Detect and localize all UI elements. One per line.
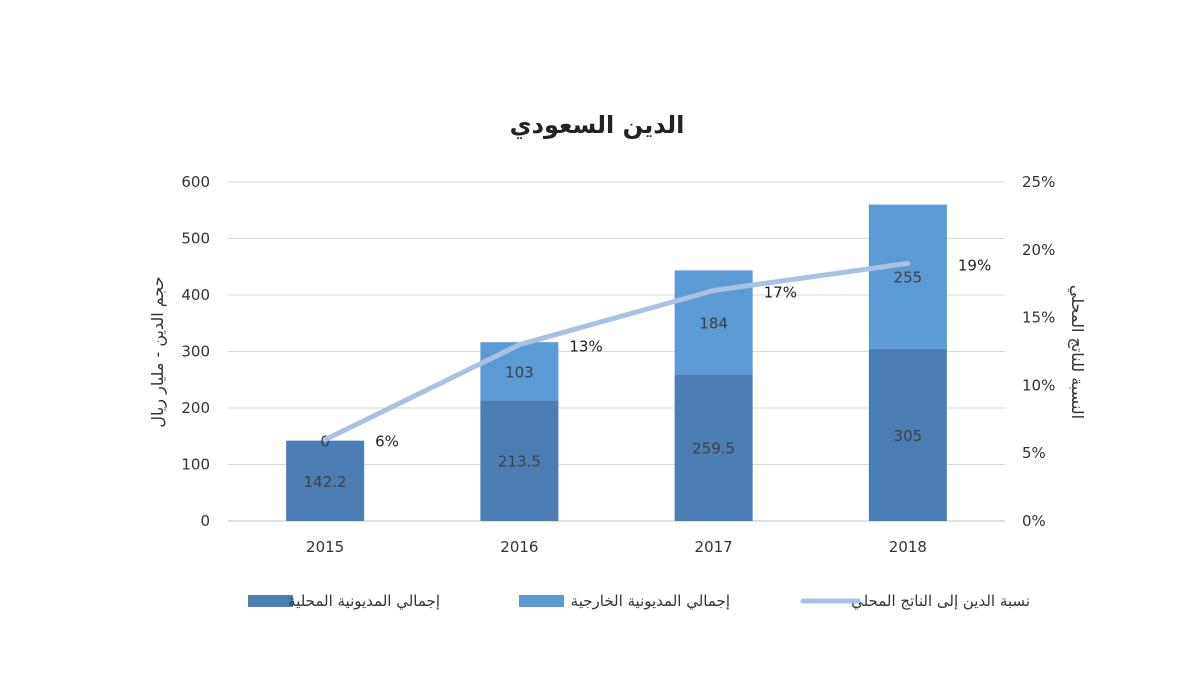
y-tick-label: 200 — [181, 399, 210, 417]
line-point — [907, 262, 909, 264]
bar-value-label: 184 — [699, 314, 728, 332]
y2-tick-label: 20% — [1022, 241, 1055, 259]
y2-tick-label: 5% — [1022, 444, 1046, 462]
bar-domestic-debt — [674, 374, 753, 521]
bar-domestic-debt — [480, 400, 559, 521]
legend-swatch — [519, 595, 564, 607]
bar-domestic-debt — [868, 348, 947, 521]
bar-external-debt — [868, 204, 947, 349]
line-point — [324, 439, 326, 441]
y-tick-label: 400 — [181, 286, 210, 304]
line-debt-to-gdp — [322, 260, 911, 443]
y-tick-label: 0 — [200, 512, 210, 530]
y-axis-title: حجم الدين - مليار ريال — [148, 276, 168, 427]
x-tick-label: 2016 — [500, 538, 538, 556]
line-value-label: 13% — [569, 338, 602, 356]
bar-value-label: 305 — [894, 427, 923, 445]
bar-value-label: 255 — [894, 269, 923, 287]
y-tick-label: 300 — [181, 343, 210, 361]
line-value-label: 19% — [958, 256, 991, 274]
line-value-label: 17% — [764, 283, 797, 301]
line-point — [713, 289, 715, 291]
x-tick-label: 2018 — [889, 538, 927, 556]
y2-tick-label: 15% — [1022, 309, 1055, 327]
legend-label: نسبة الدين إلى الناتج المحلي — [851, 592, 1030, 611]
bar-value-label: 213.5 — [498, 453, 541, 471]
y2-tick-label: 10% — [1022, 376, 1055, 394]
legend-label: إجمالي المديونية المحلية — [288, 592, 440, 611]
y-tick-label: 100 — [181, 456, 210, 474]
bar-value-label: 103 — [505, 363, 534, 381]
x-tick-label: 2015 — [306, 538, 344, 556]
y-tick-label: 600 — [181, 173, 210, 191]
legend-label: إجمالي المديونية الخارجية — [571, 592, 730, 611]
line-value-label: 6% — [375, 433, 399, 451]
y2-axis-title: النسبة للناتج المحلي — [1067, 285, 1087, 419]
bar-external-debt — [480, 342, 559, 401]
y2-tick-label: 25% — [1022, 173, 1055, 191]
chart-title: الدين السعودي — [510, 111, 685, 139]
bar-value-label: 259.5 — [692, 440, 735, 458]
y-tick-label: 500 — [181, 230, 210, 248]
bar-domestic-debt — [286, 440, 365, 521]
legend-swatch — [248, 595, 293, 607]
bar-value-label: 142.2 — [304, 473, 347, 491]
y2-tick-label: 0% — [1022, 512, 1046, 530]
line-point — [518, 344, 520, 346]
x-tick-label: 2017 — [695, 538, 733, 556]
